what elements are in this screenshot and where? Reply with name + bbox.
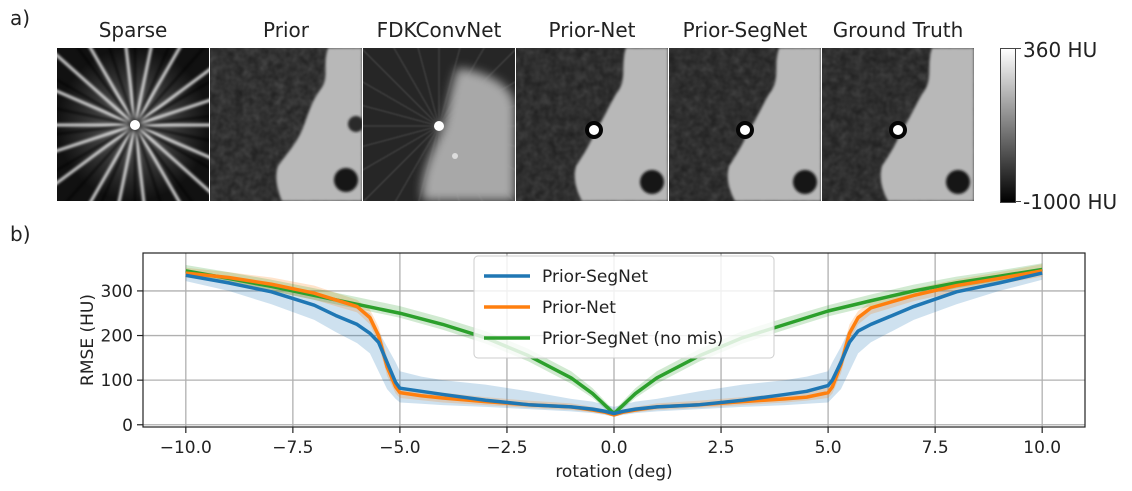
colorbar-max-label: 360 HU [1023, 38, 1098, 62]
sparse-image [57, 48, 209, 201]
x-tick-label: 0.0 [600, 438, 627, 458]
x-tick-label: −10.0 [160, 438, 212, 458]
image-title-prior-net: Prior-Net [548, 18, 636, 42]
prior-segnet-image [669, 48, 821, 201]
x-tick-label: −5.0 [379, 438, 420, 458]
legend-box [473, 255, 775, 359]
confidence-band-2 [185, 264, 1043, 417]
fdkconvnet-image [363, 48, 515, 201]
prior-net-image [516, 48, 668, 201]
series-line-1 [185, 271, 1043, 416]
image-title-prior-segnet: Prior-SegNet [682, 18, 808, 42]
image-title-prior: Prior [263, 18, 309, 42]
x-axis-label: rotation (deg) [555, 462, 672, 482]
x-tick-label: 5.0 [815, 438, 842, 458]
colorbar [1000, 48, 1016, 203]
y-tick-label: 0 [122, 416, 133, 436]
image-title-sparse: Sparse [98, 18, 168, 42]
colorbar-min-label: -1000 HU [1023, 190, 1118, 214]
confidence-band-1 [185, 267, 1043, 417]
legend: Prior-SegNet Prior-Net Prior-SegNet (no mi… [473, 255, 775, 359]
x-tick-label: 2.5 [708, 438, 735, 458]
panel-b-label: b) [10, 222, 31, 246]
y-tick-label: 200 [101, 327, 133, 347]
prior-image [210, 48, 362, 201]
confidence-band-3 [185, 263, 1043, 417]
legend-label: Prior-SegNet [542, 267, 648, 287]
rmse-line-chart: −10.0 −7.5 −5.0 −2.5 0.0 2.5 5.0 7.5 10.0 0 100 200… [78, 252, 1086, 482]
image-title-ground-truth: Ground Truth [832, 18, 964, 42]
y-tick-label: 300 [101, 282, 133, 302]
legend-label: Prior-Net [542, 298, 616, 318]
x-tick-label: −2.5 [486, 438, 527, 458]
x-tick-label: −7.5 [272, 438, 313, 458]
x-tick-label: 7.5 [922, 438, 949, 458]
y-tick-label: 100 [101, 371, 133, 391]
image-title-fdkconvnet: FDKConvNet [376, 18, 502, 42]
colorbar-tick-bottom [1015, 201, 1021, 202]
y-axis-label: RMSE (HU) [78, 294, 98, 386]
legend-label: Prior-SegNet (no mis) [542, 329, 723, 349]
x-tick-label: 10.0 [1023, 438, 1061, 458]
colorbar-tick-top [1015, 48, 1021, 49]
panel-a-label: a) [10, 6, 31, 30]
ground-truth-image [822, 48, 974, 201]
